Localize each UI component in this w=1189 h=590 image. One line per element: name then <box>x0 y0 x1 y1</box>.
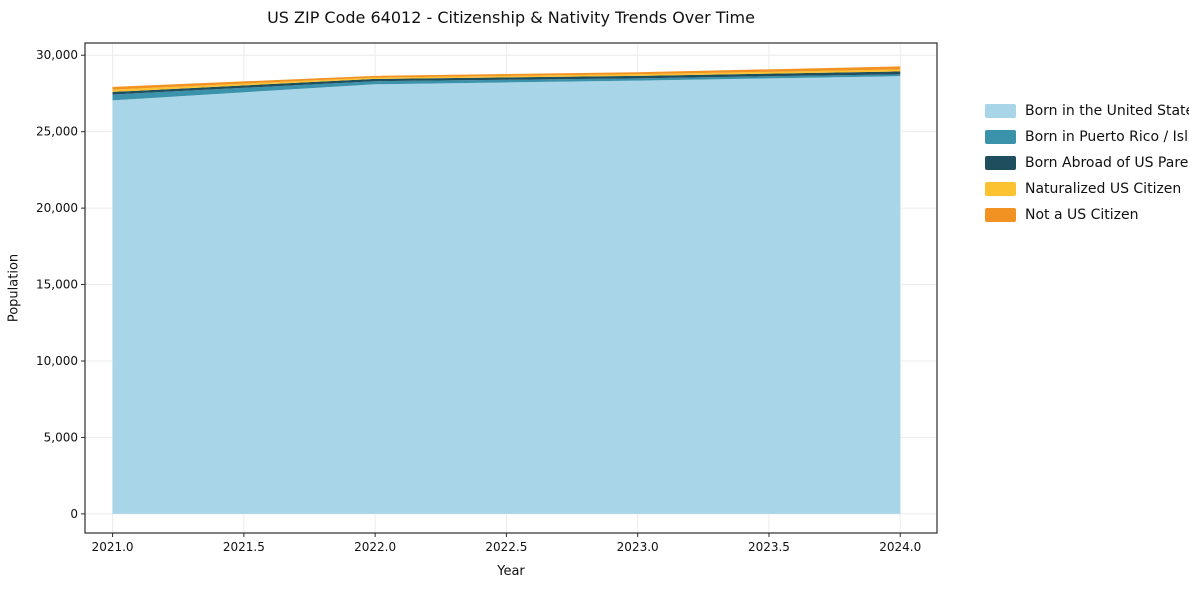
legend-item: Born in Puerto Rico / Islands <box>985 129 1189 145</box>
legend-label: Naturalized US Citizen <box>1025 181 1182 197</box>
area-series-4 <box>112 66 901 90</box>
y-tick-label: 15,000 <box>36 278 78 292</box>
x-tick-label: 2024.0 <box>879 540 921 554</box>
x-axis-label: Year <box>497 564 525 579</box>
y-tick-label: 10,000 <box>36 354 78 368</box>
y-tick-label: 20,000 <box>36 201 78 215</box>
x-tick-label: 2021.0 <box>92 540 134 554</box>
area-series-0 <box>112 76 901 514</box>
y-axis-label: Population <box>6 253 22 323</box>
legend-swatch <box>985 208 1016 222</box>
chart-title: US ZIP Code 64012 - Citizenship & Nativi… <box>267 8 755 27</box>
legend-label: Born Abroad of US Parent(s) <box>1025 155 1189 171</box>
legend-label: Not a US Citizen <box>1025 207 1139 223</box>
y-tick-label: 30,000 <box>36 48 78 62</box>
x-tick-label: 2023.5 <box>748 540 790 554</box>
legend-swatch <box>985 182 1016 196</box>
area-series-2 <box>112 71 901 95</box>
legend-label: Born in Puerto Rico / Islands <box>1025 129 1189 145</box>
legend: Born in the United States Born in Puerto … <box>985 103 1189 223</box>
legend-item: Not a US Citizen <box>985 207 1189 223</box>
x-tick-label: 2022.5 <box>485 540 527 554</box>
axes-frame <box>84 42 938 534</box>
area-series-1 <box>112 74 901 101</box>
y-tick-label: 25,000 <box>36 125 78 139</box>
legend-item: Born Abroad of US Parent(s) <box>985 155 1189 171</box>
legend-swatch <box>985 130 1016 144</box>
legend-item: Naturalized US Citizen <box>985 181 1189 197</box>
x-tick-label: 2022.0 <box>354 540 396 554</box>
legend-swatch <box>985 156 1016 170</box>
y-tick-label: 0 <box>70 507 78 521</box>
legend-label: Born in the United States <box>1025 103 1189 119</box>
x-tick-label: 2023.0 <box>617 540 659 554</box>
x-tick-label: 2021.5 <box>223 540 265 554</box>
area-series-3 <box>112 69 901 92</box>
y-tick-label: 5,000 <box>44 430 78 444</box>
legend-item: Born in the United States <box>985 103 1189 119</box>
legend-swatch <box>985 104 1016 118</box>
